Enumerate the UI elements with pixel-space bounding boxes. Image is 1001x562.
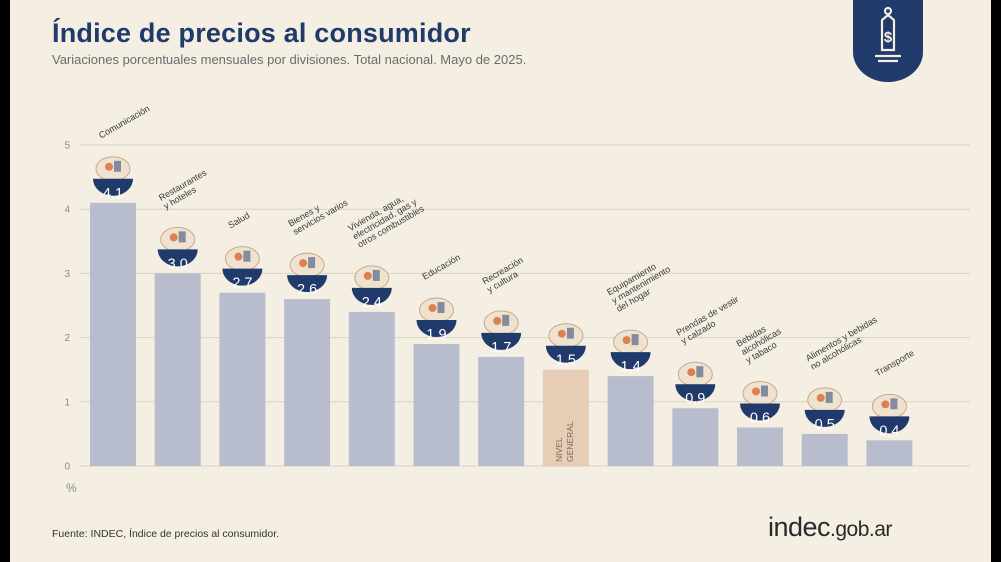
y-tick-label: 1 <box>64 397 70 408</box>
y-tick-label: 5 <box>64 141 70 152</box>
bar <box>737 427 783 466</box>
brand-domain: .gob.ar <box>830 518 892 541</box>
value-bubble: 1,9 <box>416 320 457 343</box>
value-bubble: 0,5 <box>804 409 845 433</box>
category-label-line: Transporte <box>873 348 915 378</box>
bar <box>478 356 525 466</box>
category-label: Vivienda, agua,electricidad, gas yotros … <box>346 194 426 250</box>
data-label: 0,4 <box>879 423 899 439</box>
data-label: 0,5 <box>815 417 835 433</box>
bar <box>154 273 201 466</box>
first-aid-icon <box>224 246 260 272</box>
value-bubble: 0,4 <box>869 416 910 439</box>
bar <box>90 202 136 466</box>
brand-main: indec <box>768 512 831 542</box>
value-bubble: 1,5 <box>545 345 586 369</box>
data-label: 1,9 <box>426 327 446 343</box>
data-label: 0,9 <box>685 391 705 407</box>
value-bubbles: 4,1 3,0 2,7 2,6 2,4 1,9 1,7 1,5 1,4 0,9 0,6 0,5 0,4 <box>93 156 910 439</box>
category-label-line: Educación <box>421 252 462 282</box>
data-label: 2,4 <box>362 295 382 311</box>
category-label-line: NIVEL <box>554 437 564 462</box>
tshirt-icon <box>677 361 713 387</box>
bar <box>801 433 848 466</box>
data-label: 1,7 <box>491 340 511 356</box>
bar <box>413 344 460 466</box>
air-conditioner-icon <box>613 329 649 355</box>
category-label: Comunicación <box>97 103 151 140</box>
category-label: NIVEL GENERAL <box>554 421 575 462</box>
data-label: 2,7 <box>232 276 252 292</box>
source-note: Fuente: INDEC, Índice de precios al cons… <box>52 528 280 540</box>
bar <box>607 376 654 466</box>
y-tick-label: 4 <box>64 205 70 216</box>
data-label: 1,4 <box>621 359 641 375</box>
razor-icon <box>289 252 325 278</box>
value-bubble: 0,9 <box>675 384 716 407</box>
badge-shape <box>853 0 923 82</box>
bars <box>90 202 913 466</box>
data-label: 0,6 <box>750 410 770 426</box>
bar <box>219 292 266 466</box>
value-bubble: 2,6 <box>287 275 328 298</box>
price-tag-icon <box>875 6 901 63</box>
value-bubble: 2,4 <box>351 287 392 311</box>
data-label: 2,6 <box>297 282 317 298</box>
category-label: Educación <box>421 252 462 282</box>
category-label-line: Salud <box>226 210 251 230</box>
y-axis-unit: % <box>66 481 77 495</box>
value-bubble: 3,0 <box>157 249 198 272</box>
y-tick-label: 3 <box>64 269 70 280</box>
bottles-icon <box>742 380 778 406</box>
data-label: 1,5 <box>556 353 576 369</box>
bar <box>672 408 719 466</box>
page-subtitle: Variaciones porcentuales mensuales por d… <box>52 52 527 67</box>
value-bubble: 4,1 <box>93 178 133 202</box>
y-tick-label: 2 <box>64 333 70 344</box>
beach-umbrella-icon <box>483 310 519 336</box>
shopping-basket-icon <box>548 323 584 349</box>
bar <box>542 369 589 466</box>
value-bubble: 2,7 <box>222 268 263 292</box>
brand-logo: indec.gob.ar <box>768 512 892 543</box>
transit-card-icon <box>871 393 907 419</box>
price-tag-badge: $ <box>853 0 923 82</box>
y-tick-label: 0 <box>64 462 70 473</box>
lightbulb-icon <box>354 265 390 291</box>
category-label: Transporte <box>873 348 915 378</box>
value-bubble: 0,6 <box>740 403 780 426</box>
infographic: Índice de precios al consumidor Variacio… <box>10 0 991 562</box>
phone-icon <box>95 156 131 182</box>
notebook-icon <box>419 297 454 323</box>
bar <box>284 299 331 466</box>
bar <box>866 440 913 466</box>
category-label-line: Comunicación <box>97 103 151 140</box>
data-label: 3,0 <box>168 256 188 272</box>
category-label-line: GENERAL <box>565 421 575 462</box>
category-label: Salud <box>226 210 251 230</box>
page-title: Índice de precios al consumidor <box>52 18 471 48</box>
cutlery-icon <box>160 226 196 252</box>
bar <box>348 311 395 466</box>
data-label: 4,1 <box>103 186 123 202</box>
dollar-sign: $ <box>884 29 893 46</box>
chicken-icon <box>807 387 843 413</box>
category-label-line: Alimentos y bebidas <box>804 314 879 363</box>
value-bubble: 1,7 <box>481 332 522 356</box>
y-axis-ticks: 0 1 2 3 4 5 <box>64 141 70 473</box>
value-bubble: 1,4 <box>610 352 651 375</box>
